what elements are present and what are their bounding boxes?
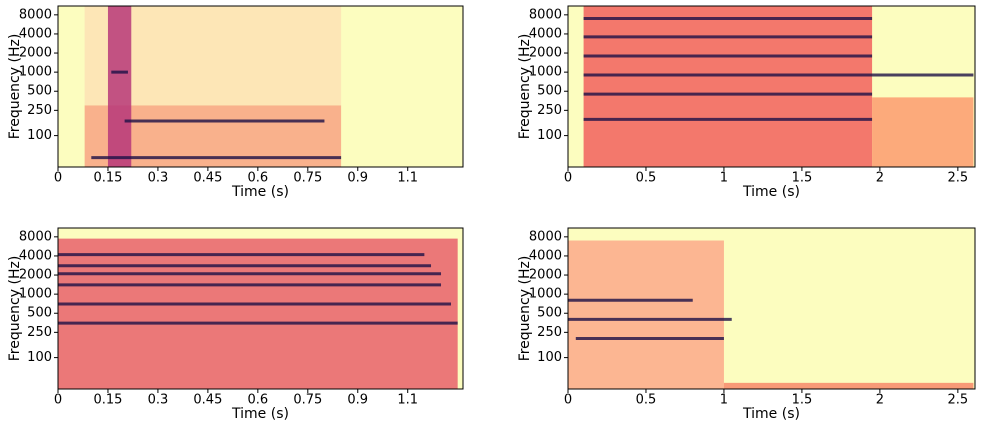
x-tick-label: 2.5 (948, 171, 969, 186)
x-tick-label: 0.6 (247, 171, 268, 186)
x-tick-label: 0.9 (347, 171, 368, 186)
axes-frame (567, 227, 976, 390)
x-axis-label: Time (s) (742, 184, 800, 200)
y-axis-label: Frequency (Hz) (517, 256, 533, 362)
y-tick-label: 4000 (19, 248, 52, 263)
x-axis-label: Time (s) (742, 406, 800, 422)
energy-region (568, 240, 724, 389)
x-tick-label: 0.5 (636, 393, 657, 408)
y-axis-label: Frequency (Hz) (7, 256, 23, 362)
y-tick-label: 4000 (19, 26, 52, 41)
y-tick-label: 1000 (19, 287, 52, 302)
x-tick-label: 1.1 (397, 393, 418, 408)
x-axis-label: Time (s) (231, 184, 289, 200)
y-tick-label: 4000 (529, 26, 562, 41)
x-tick-label: 0.75 (293, 393, 322, 408)
y-tick-label: 2000 (19, 268, 52, 283)
y-axis-label: Frequency (Hz) (7, 34, 23, 140)
y-tick-label: 500 (27, 306, 52, 321)
x-axis-label: Time (s) (231, 406, 289, 422)
energy-region (872, 97, 974, 167)
x-tick-label: 0.45 (193, 171, 222, 186)
x-tick-label: 1.1 (397, 171, 418, 186)
x-tick-label: 1.5 (792, 393, 813, 408)
x-tick-label: 0 (564, 393, 572, 408)
energy-region (723, 382, 974, 389)
y-tick-label: 1000 (19, 65, 52, 80)
x-tick-label: 0.3 (148, 171, 169, 186)
energy-region (583, 6, 873, 167)
y-tick-label: 4000 (529, 248, 562, 263)
y-tick-label: 2000 (529, 46, 562, 61)
y-tick-label: 500 (27, 84, 52, 99)
x-tick-label: 0.3 (148, 393, 169, 408)
x-tick-label: 1.5 (792, 171, 813, 186)
y-tick-label: 100 (537, 350, 562, 365)
y-tick-label: 2000 (529, 268, 562, 283)
y-axis-label: Frequency (Hz) (517, 34, 533, 140)
axes-frame (57, 227, 464, 390)
y-tick-label: 100 (27, 128, 52, 143)
y-tick-label: 500 (537, 306, 562, 321)
x-tick-label: 0.9 (347, 393, 368, 408)
x-tick-label: 2.5 (948, 393, 969, 408)
y-tick-label: 2000 (19, 46, 52, 61)
y-tick-label: 500 (537, 84, 562, 99)
x-tick-label: 0.15 (93, 393, 122, 408)
x-tick-label: 0.5 (636, 171, 657, 186)
x-tick-label: 1 (720, 171, 728, 186)
y-tick-label: 250 (27, 103, 52, 118)
y-tick-label: 8000 (19, 229, 52, 244)
y-tick-label: 100 (27, 350, 52, 365)
x-tick-label: 0.75 (293, 171, 322, 186)
y-tick-label: 8000 (529, 7, 562, 22)
y-tick-label: 8000 (529, 229, 562, 244)
y-tick-label: 1000 (529, 287, 562, 302)
x-tick-label: 0.45 (193, 393, 222, 408)
y-tick-label: 1000 (529, 65, 562, 80)
y-tick-label: 250 (537, 103, 562, 118)
x-tick-label: 1 (720, 393, 728, 408)
x-tick-label: 2 (876, 393, 884, 408)
x-tick-label: 0.6 (247, 393, 268, 408)
x-tick-label: 0 (54, 393, 62, 408)
x-tick-label: 0 (564, 171, 572, 186)
energy-region (58, 238, 458, 389)
x-tick-label: 2 (876, 171, 884, 186)
y-tick-label: 250 (537, 325, 562, 340)
energy-region (107, 6, 132, 167)
axes-frame (57, 5, 464, 168)
y-tick-label: 250 (27, 325, 52, 340)
axes-frame (567, 5, 976, 168)
x-tick-label: 0.15 (93, 171, 122, 186)
y-tick-label: 100 (537, 128, 562, 143)
x-tick-label: 0 (54, 171, 62, 186)
y-tick-label: 8000 (19, 7, 52, 22)
